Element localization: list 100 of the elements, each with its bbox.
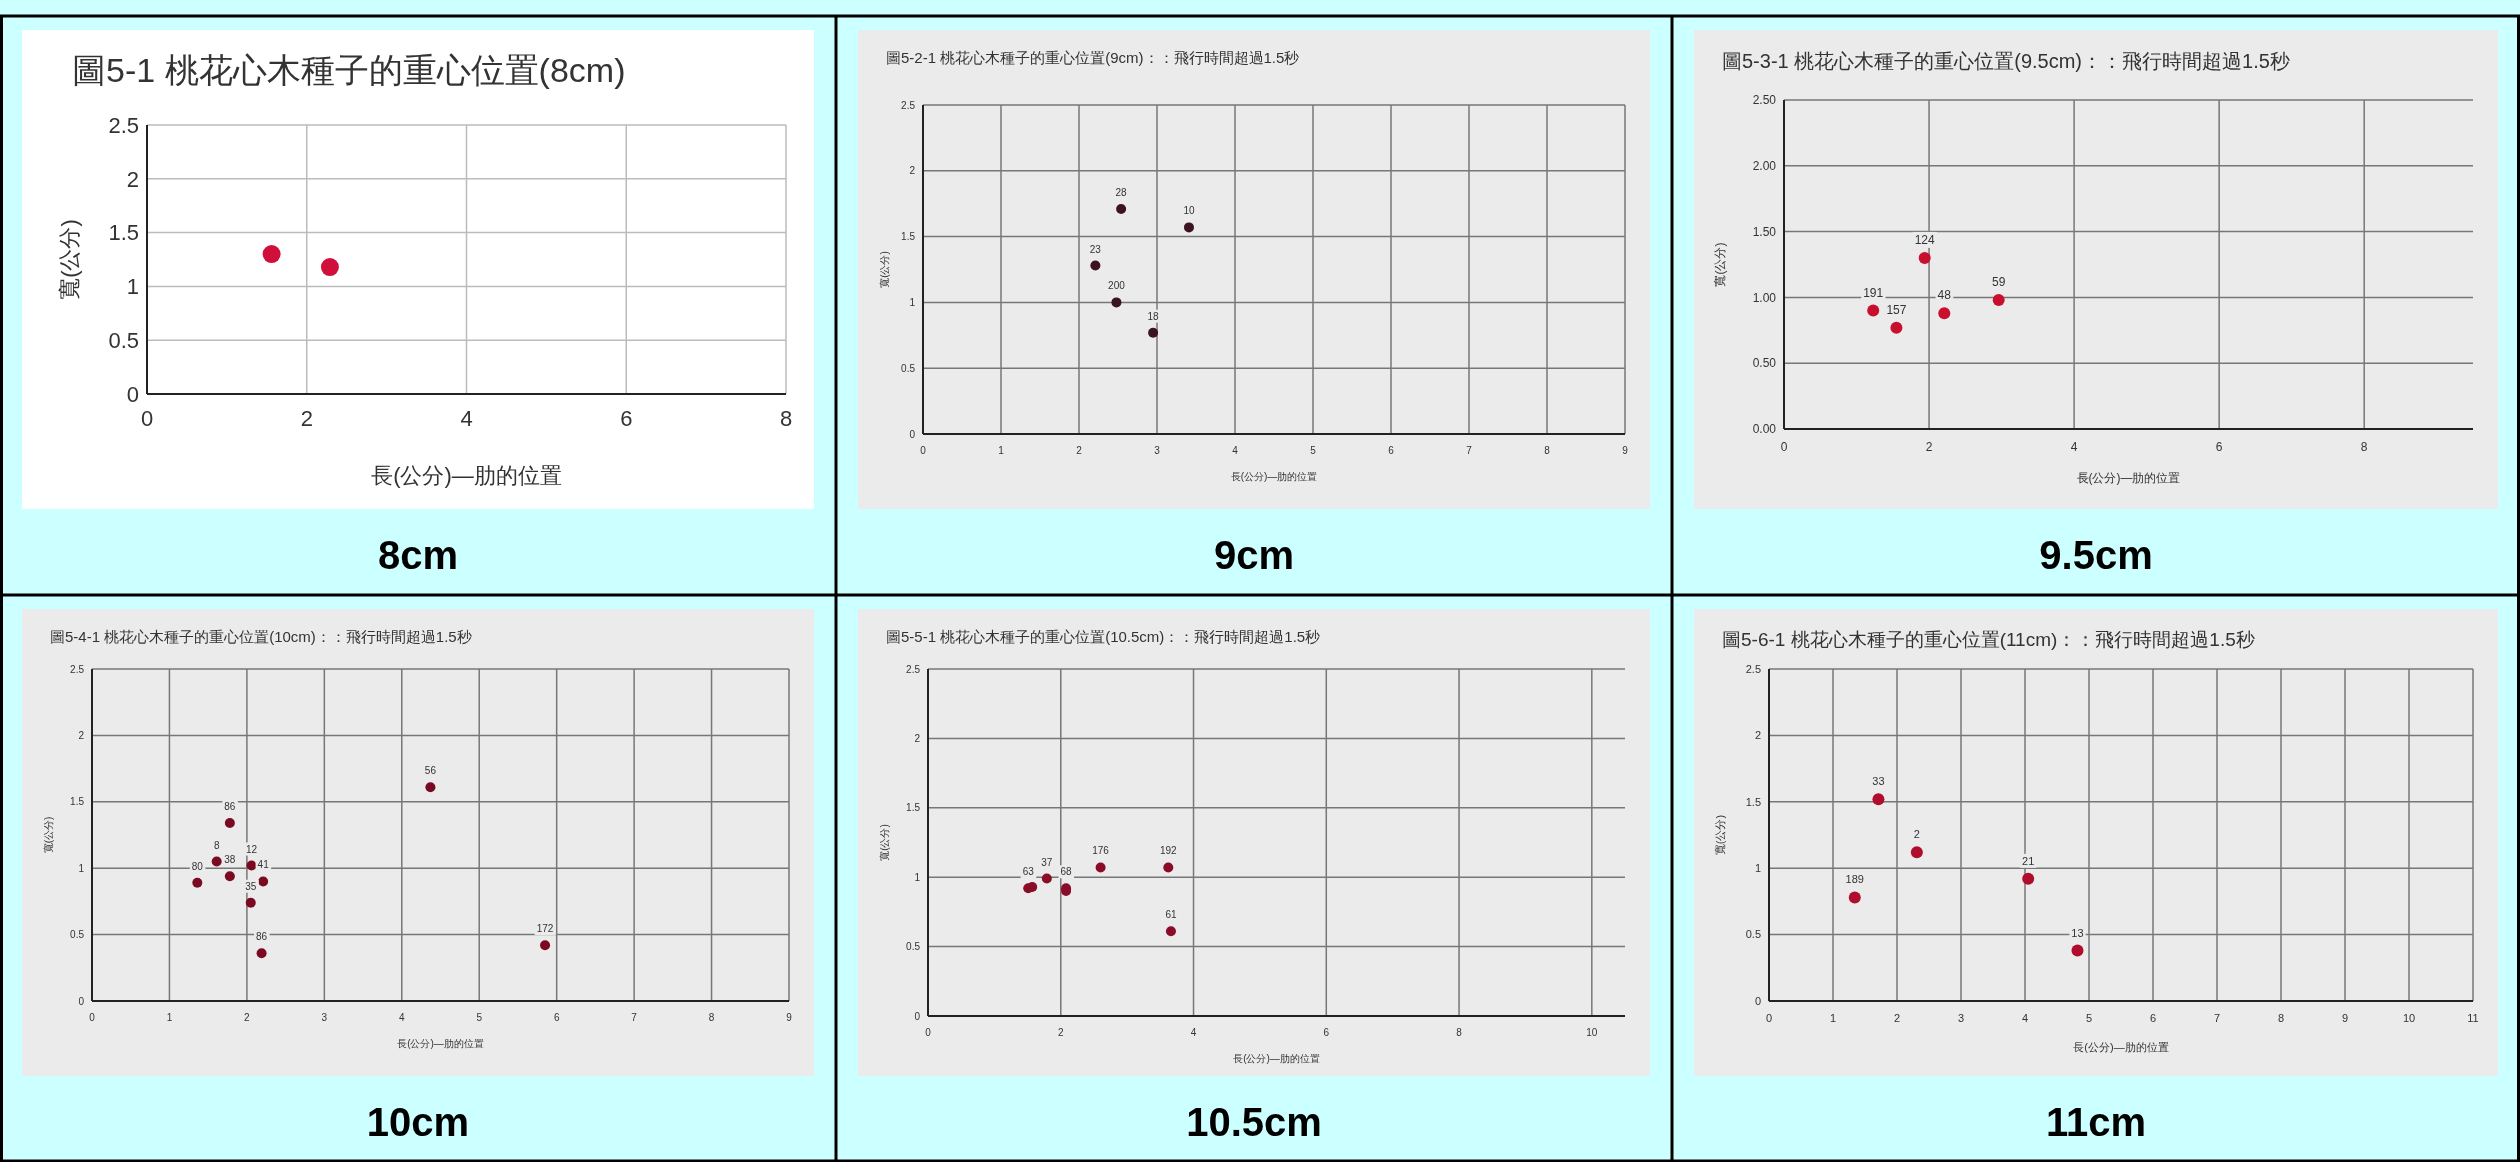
y-tick-label: 1.50 — [1752, 224, 1777, 239]
y-tick-label: 2.5 — [1745, 662, 1761, 675]
x-axis-title: 長(公分)—肋的位置 — [2076, 471, 2181, 486]
point — [256, 948, 267, 959]
text: 10cm — [366, 1100, 470, 1144]
annotation: 21 — [2022, 854, 2035, 867]
x-tick-label: 7 — [1466, 445, 1473, 456]
annotation: 68 — [1060, 866, 1073, 878]
point — [2071, 944, 2084, 957]
point — [1116, 203, 1127, 214]
y-tick-label: 0 — [909, 428, 916, 440]
point — [1165, 926, 1176, 937]
y-tick-label: 2.00 — [1752, 159, 1777, 173]
y-axis-title: 寬(公分) — [57, 219, 82, 300]
point — [192, 877, 203, 888]
annotation: 38 — [224, 854, 236, 866]
annotation: 191 — [1863, 285, 1884, 300]
x-tick-label: 5 — [1310, 445, 1317, 456]
x-tick-label: 2 — [244, 1012, 251, 1023]
x-axis-title: 長(公分)—肋的位置 — [371, 463, 562, 489]
x-tick-label: 8 — [708, 1012, 715, 1023]
text: 10.5cm — [1186, 1100, 1322, 1144]
x-tick-label: 7 — [2213, 1012, 2221, 1024]
point — [1090, 260, 1101, 271]
y-axis-title: 寬(公分) — [879, 824, 890, 861]
text: 11cm — [2045, 1100, 2147, 1144]
x-tick-label: 3 — [321, 1012, 328, 1023]
point — [258, 876, 269, 887]
chart-title: 圖5-1 桃花心木種子的重心位置(8cm) — [72, 51, 626, 89]
point — [211, 856, 222, 867]
annotation: 86 — [224, 801, 236, 813]
x-tick-label: 4 — [2070, 440, 2078, 454]
chart-title: 圖5-3-1 桃花心木種子的重心位置(9.5cm)：：飛行時間超過1.5秒 — [1722, 50, 2290, 72]
point — [245, 897, 256, 908]
x-tick-label: 4 — [1190, 1027, 1197, 1038]
y-axis-title: 寬(公分) — [43, 816, 54, 854]
x-axis-title: 長(公分)—肋的位置 — [1233, 1053, 1320, 1064]
annotation: 18 — [1147, 310, 1160, 322]
annotation: 28 — [1115, 186, 1128, 198]
x-tick-label: 2 — [1925, 440, 1933, 454]
y-tick-label: 2.5 — [906, 663, 921, 675]
x-tick-label: 6 — [2149, 1012, 2157, 1024]
point — [1095, 862, 1106, 873]
x-tick-label: 7 — [631, 1012, 638, 1023]
y-tick-label: 0.5 — [70, 929, 85, 941]
x-tick-label: 6 — [1388, 445, 1395, 456]
annotation: 37 — [1041, 856, 1053, 868]
x-tick-label: 0 — [925, 1027, 932, 1038]
y-tick-label: 0 — [78, 995, 85, 1007]
point — [1910, 846, 1923, 859]
y-tick-label: 2.50 — [1752, 93, 1777, 108]
x-axis-title: 長(公分)—肋的位置 — [1230, 471, 1318, 482]
x-tick-label: 11 — [2467, 1012, 2479, 1024]
y-tick-label: 2 — [126, 166, 139, 192]
x-tick-label: 4 — [460, 406, 473, 431]
y-axis-title: 寬(公分) — [879, 251, 890, 288]
x-axis-title: 長(公分)—肋的位置 — [2073, 1040, 2169, 1053]
annotation: 61 — [1165, 909, 1177, 921]
y-axis-title: 寬(公分) — [1714, 814, 1726, 856]
annotation: 192 — [1159, 845, 1178, 857]
x-tick-label: 4 — [2021, 1012, 2029, 1024]
annotation: 8 — [213, 839, 220, 851]
annotation: 189 — [1845, 873, 1864, 886]
point — [1027, 881, 1038, 892]
chart-title: 圖5-2-1 桃花心木種子的重心位置(9cm)：：飛行時間超過1.5秒 — [886, 49, 1300, 66]
annotation: 48 — [1937, 288, 1952, 303]
y-tick-label: 0.50 — [1752, 356, 1777, 371]
chart-title: 圖5-6-1 桃花心木種子的重心位置(11cm)：：飛行時間超過1.5秒 — [1722, 629, 2255, 650]
chart-title: 圖5-4-1 桃花心木種子的重心位置(10cm)：：飛行時間超過1.5秒 — [50, 628, 472, 645]
point — [1163, 862, 1174, 873]
y-tick-label: 0 — [126, 381, 139, 407]
y-tick-label: 0 — [1754, 994, 1761, 1007]
x-tick-label: 4 — [1232, 445, 1239, 456]
point — [1848, 891, 1861, 904]
point — [1992, 294, 2005, 307]
x-tick-label: 6 — [620, 406, 633, 431]
x-tick-label: 5 — [2085, 1012, 2093, 1024]
y-tick-label: 1.5 — [901, 231, 916, 243]
x-tick-label: 1 — [166, 1012, 173, 1023]
x-tick-label: 9 — [2341, 1012, 2349, 1024]
y-tick-label: 1 — [1754, 862, 1761, 875]
annotation: 200 — [1108, 280, 1126, 292]
x-tick-label: 10 — [1586, 1027, 1598, 1038]
point — [246, 860, 257, 871]
annotation: 2 — [1913, 828, 1920, 841]
point — [1890, 321, 1903, 334]
point — [540, 940, 551, 951]
y-tick-label: 2.5 — [70, 663, 85, 675]
annotation: 33 — [1872, 775, 1885, 788]
x-tick-label: 2 — [1893, 1012, 1901, 1024]
x-tick-label: 8 — [2360, 440, 2368, 454]
x-tick-label: 2 — [300, 406, 313, 431]
annotation: 176 — [1092, 845, 1110, 857]
x-tick-label: 0 — [89, 1012, 96, 1023]
x-tick-label: 9 — [786, 1012, 793, 1023]
x-tick-label: 8 — [1544, 445, 1551, 456]
x-tick-label: 3 — [1957, 1012, 1965, 1024]
y-tick-label: 2 — [78, 729, 85, 741]
y-tick-label: 0.5 — [1745, 928, 1761, 941]
annotation: 23 — [1089, 243, 1102, 255]
